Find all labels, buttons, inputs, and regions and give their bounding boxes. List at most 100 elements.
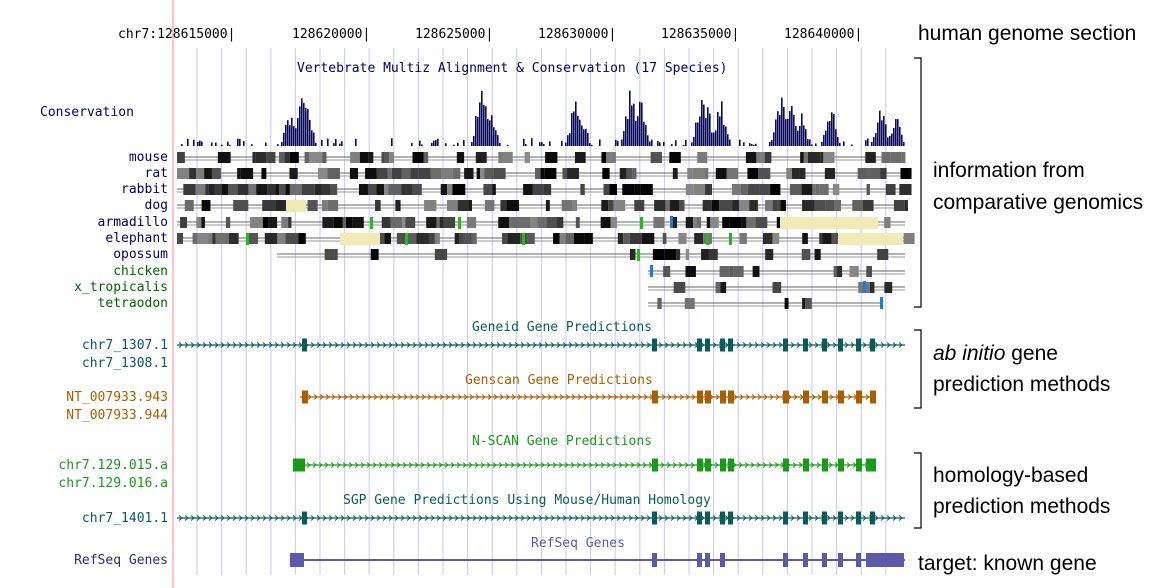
alignment-block (439, 217, 444, 228)
conservation-bar (421, 144, 423, 146)
conservation-bar (789, 111, 791, 146)
conservation-bar (477, 116, 479, 146)
nscan-strand-chevron (750, 462, 755, 468)
genscan-strand-chevron (751, 394, 756, 400)
conservation-bar (411, 143, 413, 146)
alignment-block (673, 282, 686, 293)
alignment-block (396, 233, 407, 244)
nscan-strand-chevron (306, 462, 311, 468)
alignment-block (739, 233, 747, 244)
nscan-strand-chevron (390, 462, 395, 468)
alignment-block (484, 200, 495, 211)
insertion-marker (650, 265, 653, 277)
nscan-strand-chevron (354, 462, 359, 468)
conservation-bar (193, 139, 195, 146)
alignment-block (662, 233, 667, 244)
refseq-exon (838, 553, 843, 567)
alignment-block (869, 282, 875, 293)
annotation-homology-2: prediction methods (933, 495, 1110, 518)
sgp-exon (697, 511, 702, 525)
nscan-strand-chevron (420, 462, 425, 468)
conservation-bar (543, 144, 545, 146)
nscan-strand-chevron (810, 462, 815, 468)
nscan-strand-chevron (690, 462, 695, 468)
alignment-block (619, 168, 627, 179)
alignment-block (436, 217, 440, 228)
alignment-block (402, 217, 406, 228)
alignment-block (726, 168, 739, 179)
sgp-strand-chevron (268, 515, 273, 521)
conservation-bar (221, 144, 223, 146)
bracket-comparative (914, 57, 922, 308)
alignment-block (747, 184, 760, 195)
geneid-strand-chevron (598, 342, 603, 348)
alignment-block (405, 217, 416, 228)
conservation-bar (227, 141, 229, 146)
sgp-strand-chevron (460, 515, 465, 521)
alignment-block (865, 152, 876, 163)
geneid-strand-chevron (448, 342, 453, 348)
insertion-marker (458, 217, 461, 229)
conservation-bar (623, 131, 625, 146)
geneid-strand-chevron (382, 342, 387, 348)
conservation-bar (181, 144, 183, 146)
sgp-strand-chevron (478, 515, 483, 521)
sgp-strand-chevron (418, 515, 423, 521)
alignment-block (523, 184, 533, 195)
alignment-block (322, 152, 327, 163)
geneid-exon (705, 338, 710, 352)
conservation-bar (303, 102, 305, 146)
conservation-bar (433, 140, 435, 146)
sgp-strand-chevron (796, 515, 801, 521)
conservation-bar (893, 127, 895, 146)
alignment-block (610, 217, 617, 228)
species-label-armadillo: armadillo (98, 215, 168, 230)
genscan-strand-chevron (313, 394, 318, 400)
bracket-homology (914, 452, 922, 529)
annotation-genome-section: human genome section (918, 22, 1136, 45)
genscan-exon (803, 390, 809, 404)
conservation-bar (865, 140, 867, 146)
alignment-block (623, 233, 630, 244)
geneid-strand-chevron (688, 342, 693, 348)
alignment-block (746, 217, 756, 228)
alignment-block (561, 200, 573, 211)
alignment-block (602, 168, 610, 179)
genscan-strand-chevron (769, 394, 774, 400)
conservation-bar (755, 143, 757, 146)
nscan-strand-chevron (438, 462, 443, 468)
nscan-strand-chevron (330, 462, 335, 468)
alignment-block (685, 184, 694, 195)
alignment-block (227, 184, 238, 195)
conservation-bar (239, 138, 241, 146)
alignment-block (791, 168, 800, 179)
genscan-track-title: Genscan Gene Predictions (465, 373, 653, 388)
nscan-exon (720, 458, 726, 472)
genscan-strand-chevron (469, 394, 474, 400)
alignment-block (884, 282, 893, 293)
conservation-bar (507, 144, 509, 146)
genscan-strand-chevron (343, 394, 348, 400)
alignment-block (745, 152, 757, 163)
nscan-strand-chevron (588, 462, 593, 468)
alignment-block (572, 200, 578, 211)
alignment-block (629, 249, 636, 260)
alignment-block (789, 184, 802, 195)
conservation-bar (211, 142, 213, 146)
nscan-strand-chevron (372, 462, 377, 468)
conservation-bar (591, 144, 593, 146)
sgp-strand-chevron (556, 515, 561, 521)
alignment-block (893, 200, 905, 211)
nscan-strand-chevron (612, 462, 617, 468)
alignment-block (857, 168, 868, 179)
genscan-strand-chevron (619, 394, 624, 400)
conservation-bar (839, 143, 841, 146)
species-label-dog: dog (145, 198, 168, 213)
geneid-strand-chevron (286, 342, 291, 348)
alignment-block (228, 233, 239, 244)
geneid-track-title: Geneid Gene Predictions (472, 320, 652, 335)
alignment-block (622, 184, 635, 195)
alignment-block (359, 152, 369, 163)
nscan-exon (293, 458, 305, 472)
geneid-strand-chevron (544, 342, 549, 348)
